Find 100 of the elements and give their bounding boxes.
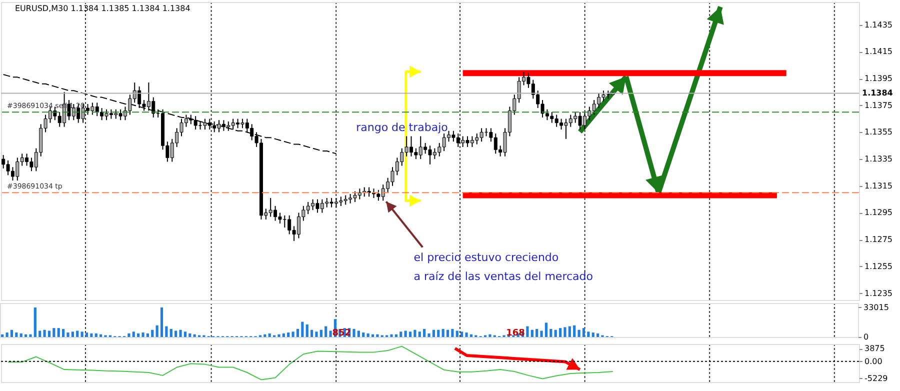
y-tick-label: 1.1315 xyxy=(864,181,892,190)
bar xyxy=(404,330,407,337)
bar xyxy=(6,332,8,337)
bar xyxy=(278,334,280,337)
bar xyxy=(137,333,140,337)
bar xyxy=(184,332,186,337)
bar xyxy=(418,332,421,337)
bar xyxy=(315,332,318,337)
line-series xyxy=(8,346,614,380)
bar xyxy=(20,333,22,337)
bar xyxy=(29,334,32,337)
y-tick-label: 1.1415 xyxy=(864,47,892,56)
bar xyxy=(536,328,538,337)
bar xyxy=(564,327,566,337)
bar xyxy=(179,330,182,337)
bar xyxy=(568,326,571,337)
bar xyxy=(287,332,290,337)
y-tick-label: 1.1255 xyxy=(864,262,892,271)
y-tick-label: 1.1275 xyxy=(864,235,892,244)
y-tick-label: 1.1295 xyxy=(864,208,892,218)
bar xyxy=(437,330,440,337)
bar xyxy=(94,333,98,337)
y-tick-label: 1.1395 xyxy=(864,74,892,84)
bar xyxy=(57,328,60,337)
bar xyxy=(544,322,548,337)
bar xyxy=(408,332,412,337)
bar xyxy=(15,332,18,337)
bar xyxy=(128,333,130,337)
bar xyxy=(296,328,300,337)
bar xyxy=(530,330,534,337)
bar xyxy=(90,333,93,337)
bar xyxy=(366,333,370,337)
bar xyxy=(414,330,416,337)
bar xyxy=(587,332,590,337)
bar xyxy=(446,330,450,337)
bar xyxy=(362,332,365,337)
bar xyxy=(460,332,464,337)
bar xyxy=(488,334,492,337)
bar xyxy=(142,332,144,337)
bar xyxy=(442,328,444,337)
bar xyxy=(357,330,360,337)
annotation: el precio estuvo creciendo a raíz de las ventas del mercado xyxy=(414,250,594,283)
bar xyxy=(156,325,158,337)
bar xyxy=(310,330,314,337)
bar xyxy=(550,328,552,337)
bar xyxy=(329,330,332,337)
bar xyxy=(428,333,430,337)
bar xyxy=(306,324,308,337)
y-tick-label: 33015 xyxy=(864,302,889,312)
bar xyxy=(66,332,70,337)
bar xyxy=(465,332,468,337)
bar xyxy=(432,330,435,337)
bar xyxy=(43,330,46,337)
bar xyxy=(48,330,51,337)
bar xyxy=(540,330,543,337)
bar xyxy=(558,328,562,337)
bar xyxy=(390,334,393,337)
bar xyxy=(170,328,172,337)
bar xyxy=(400,332,402,337)
bar xyxy=(320,330,322,337)
bar xyxy=(132,332,135,337)
bar xyxy=(592,332,594,337)
bar xyxy=(554,330,557,337)
bar xyxy=(292,332,294,337)
bar xyxy=(352,328,356,337)
bar xyxy=(301,322,304,337)
chart-title: EURUSD,M30 1.1384 1.1385 1.1384 1.1384 xyxy=(15,4,190,13)
bar xyxy=(451,328,454,337)
y-tick-label: 1.1235 xyxy=(864,288,892,298)
bar xyxy=(146,333,149,337)
bar xyxy=(62,328,65,337)
bar xyxy=(71,332,74,337)
bar xyxy=(38,330,42,337)
y-tick-label: 1.1435 xyxy=(864,20,892,30)
y-tick-label: 1.1355 xyxy=(864,128,892,137)
y-tick-label: 0 xyxy=(864,332,869,342)
y-tick-label: 1.1375 xyxy=(864,100,892,110)
ref-line-label: 1.1384 xyxy=(862,88,894,98)
bar xyxy=(52,328,56,337)
bar xyxy=(573,325,576,337)
bar xyxy=(151,330,154,337)
bar xyxy=(282,333,285,337)
bar xyxy=(34,307,36,337)
bar xyxy=(526,326,529,337)
y-tick-label: 0.00 xyxy=(864,356,882,366)
bar xyxy=(456,330,458,337)
bar xyxy=(174,330,178,337)
bar xyxy=(324,326,328,337)
bar xyxy=(578,330,580,337)
bar xyxy=(268,333,271,337)
bar xyxy=(80,332,84,337)
bar xyxy=(596,333,600,337)
y-tick-label: 3875 xyxy=(864,344,885,354)
bar xyxy=(423,328,426,337)
bar xyxy=(76,330,79,337)
bar xyxy=(10,330,14,337)
y-tick-label: 1.1335 xyxy=(864,154,892,164)
bar xyxy=(188,333,192,337)
bar xyxy=(85,332,88,337)
bar xyxy=(160,307,164,337)
